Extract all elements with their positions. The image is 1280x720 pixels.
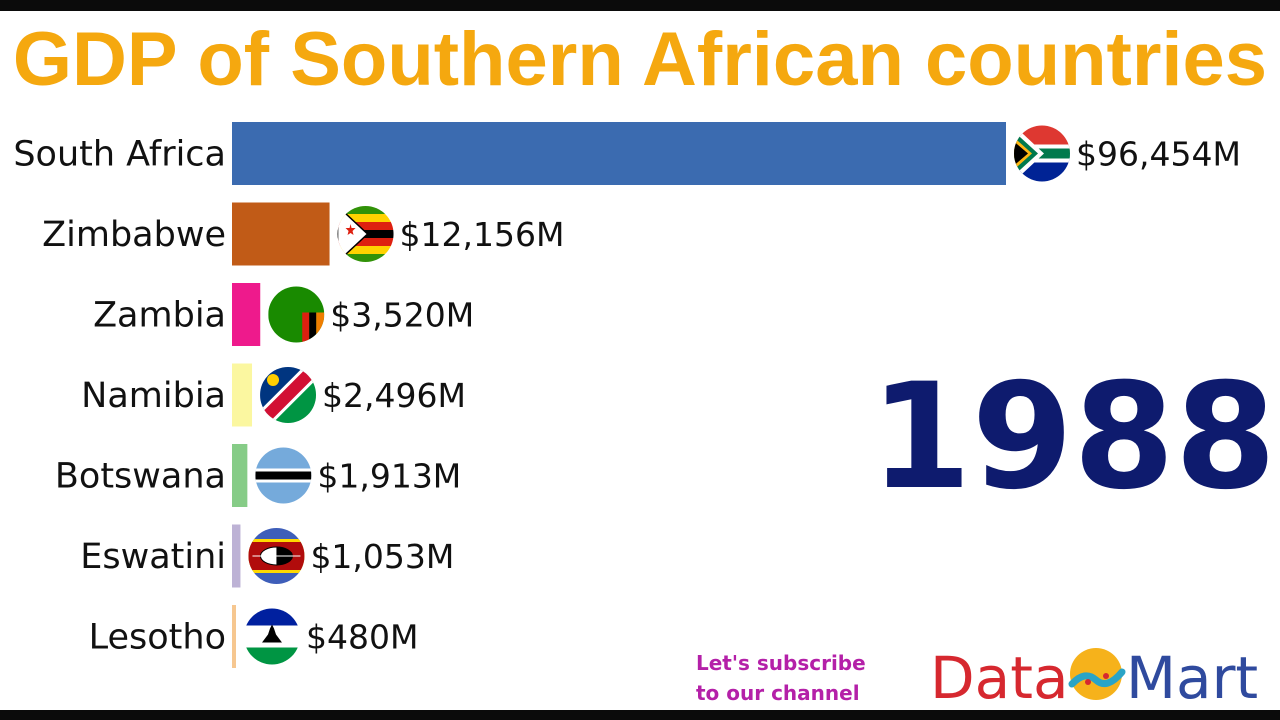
lesotho-flag-icon <box>244 608 300 665</box>
category-label: Namibia <box>81 376 226 416</box>
botswana-flag-icon <box>255 447 312 504</box>
value-label: $480M <box>306 618 418 657</box>
south-africa-flag-icon <box>1014 125 1070 182</box>
value-label: $12,156M <box>400 215 565 254</box>
bar-lesotho <box>232 605 236 668</box>
value-label: $96,454M <box>1076 135 1241 174</box>
bottom-frame-border <box>0 710 1280 720</box>
bar-namibia <box>232 363 253 427</box>
subscribe-line-2: to our channel <box>696 681 860 705</box>
bar-south-africa <box>232 122 1006 185</box>
subscribe-message: Let's subscribe to our channel <box>696 648 866 708</box>
bar-zimbabwe <box>232 202 330 266</box>
value-label: $2,496M <box>322 376 466 415</box>
eswatini-flag-icon <box>248 528 305 584</box>
category-label: Zambia <box>93 296 226 336</box>
category-label: Botswana <box>55 457 226 497</box>
zimbabwe-flag-icon <box>337 206 394 262</box>
datamart-logo: Data Mart <box>930 640 1275 712</box>
bar-zambia <box>232 283 261 346</box>
chart-title: GDP of Southern African countries <box>12 17 1268 102</box>
zambia-flag-icon <box>268 286 325 343</box>
value-label: $3,520M <box>330 296 474 335</box>
subscribe-line-1: Let's subscribe <box>696 651 866 675</box>
year-label: 1988 <box>870 352 1277 522</box>
logo-text-data: Data <box>930 644 1069 710</box>
bar-botswana <box>232 444 248 507</box>
category-label: Eswatini <box>80 537 226 577</box>
value-label: $1,053M <box>310 537 454 576</box>
category-label: Lesotho <box>89 618 226 658</box>
top-frame-border <box>0 0 1280 11</box>
value-label: $1,913M <box>317 457 461 496</box>
bar-eswatini <box>232 524 241 588</box>
category-label: Zimbabwe <box>42 215 226 255</box>
logo-text-mart: Mart <box>1126 644 1258 710</box>
category-label: South Africa <box>13 135 226 175</box>
namibia-flag-icon <box>260 367 317 423</box>
logo-sun-icon <box>1068 648 1126 700</box>
